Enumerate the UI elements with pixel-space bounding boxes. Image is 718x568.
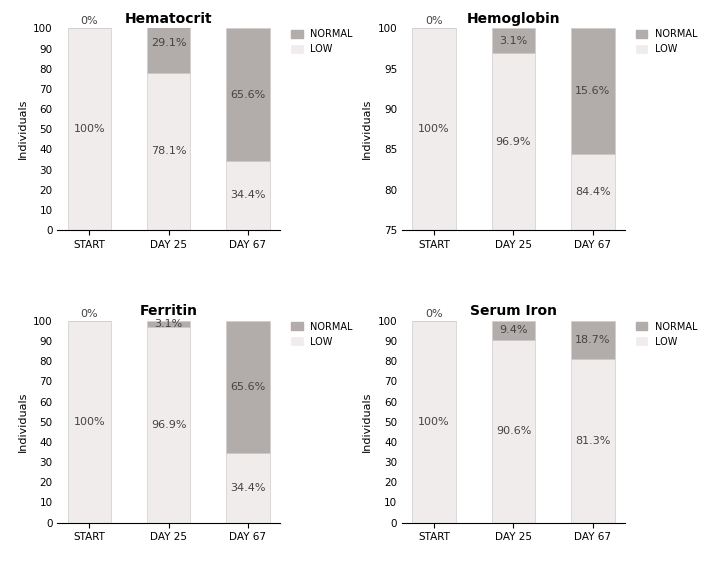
Text: 18.7%: 18.7%	[575, 335, 610, 345]
Text: 100%: 100%	[419, 124, 450, 134]
Bar	[67, 28, 111, 230]
Title: Hemoglobin: Hemoglobin	[467, 12, 560, 26]
Text: 0%: 0%	[425, 309, 443, 319]
Bar	[412, 321, 456, 523]
Text: 100%: 100%	[73, 417, 105, 427]
Bar	[492, 28, 535, 53]
Text: 34.4%: 34.4%	[230, 483, 266, 493]
Y-axis label: Individuals: Individuals	[362, 99, 372, 160]
Bar	[492, 340, 535, 523]
Text: 90.6%: 90.6%	[495, 426, 531, 436]
Bar	[412, 28, 456, 568]
Bar	[571, 28, 615, 154]
Text: 81.3%: 81.3%	[575, 436, 610, 445]
Bar	[67, 321, 111, 523]
Text: 96.9%: 96.9%	[495, 137, 531, 147]
Text: 84.4%: 84.4%	[575, 187, 610, 197]
Text: 100%: 100%	[419, 417, 450, 427]
Y-axis label: Individuals: Individuals	[17, 99, 27, 160]
Title: Ferritin: Ferritin	[140, 304, 197, 318]
Text: 3.1%: 3.1%	[154, 319, 183, 329]
Bar	[571, 358, 615, 523]
Legend: NORMAL, LOW: NORMAL, LOW	[635, 29, 698, 54]
Bar	[147, 321, 190, 327]
Bar	[571, 321, 615, 358]
Bar	[226, 453, 270, 523]
Title: Serum Iron: Serum Iron	[470, 304, 557, 318]
Text: 100%: 100%	[73, 124, 105, 134]
Text: 0%: 0%	[80, 309, 98, 319]
Text: 65.6%: 65.6%	[230, 382, 266, 392]
Text: 34.4%: 34.4%	[230, 190, 266, 201]
Bar	[492, 321, 535, 340]
Text: 65.6%: 65.6%	[230, 90, 266, 99]
Text: 0%: 0%	[425, 16, 443, 26]
Title: Hematocrit: Hematocrit	[125, 12, 213, 26]
Bar	[492, 53, 535, 568]
Text: 3.1%: 3.1%	[499, 36, 528, 46]
Text: 15.6%: 15.6%	[575, 86, 610, 97]
Legend: NORMAL, LOW: NORMAL, LOW	[635, 321, 698, 346]
Text: 96.9%: 96.9%	[151, 420, 187, 430]
Bar	[571, 154, 615, 568]
Text: 29.1%: 29.1%	[151, 38, 187, 48]
Text: 0%: 0%	[80, 16, 98, 26]
Legend: NORMAL, LOW: NORMAL, LOW	[291, 29, 353, 54]
Bar	[147, 14, 190, 73]
Y-axis label: Individuals: Individuals	[17, 391, 27, 452]
Text: 78.1%: 78.1%	[151, 147, 187, 156]
Text: 9.4%: 9.4%	[499, 325, 528, 335]
Bar	[147, 327, 190, 523]
Legend: NORMAL, LOW: NORMAL, LOW	[291, 321, 353, 346]
Bar	[226, 28, 270, 161]
Bar	[226, 161, 270, 230]
Y-axis label: Individuals: Individuals	[362, 391, 372, 452]
Bar	[147, 73, 190, 230]
Bar	[226, 321, 270, 453]
